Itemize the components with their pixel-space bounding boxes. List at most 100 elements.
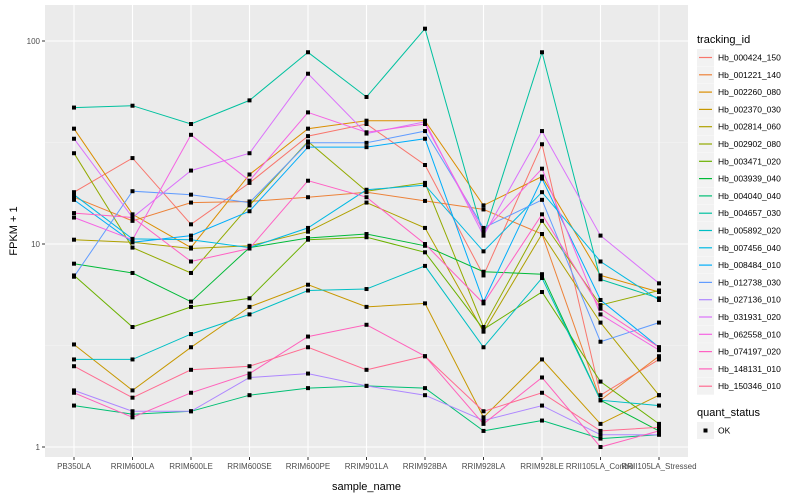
- data-point-Hb_000424_150: [364, 122, 369, 127]
- data-point-Hb_002370_030: [598, 421, 603, 426]
- data-point-Hb_148131_010: [598, 445, 603, 449]
- data-point-Hb_000424_150: [247, 180, 252, 185]
- legend-label: Hb_004657_030: [718, 208, 781, 218]
- data-point-Hb_150346_010: [423, 354, 427, 359]
- data-point-Hb_007456_040: [306, 225, 310, 230]
- data-point-Hb_003939_040: [72, 261, 76, 266]
- data-point-Hb_003471_020: [540, 290, 544, 295]
- data-point-Hb_002814_060: [481, 329, 486, 334]
- data-point-Hb_012738_030: [247, 200, 252, 205]
- data-point-Hb_002902_080: [598, 303, 603, 308]
- data-point-Hb_004040_040: [130, 412, 135, 417]
- data-point-Hb_004657_030: [247, 98, 252, 103]
- data-point-Hb_004040_040: [540, 418, 544, 423]
- points-layer: [72, 26, 661, 449]
- data-point-Hb_000424_150: [598, 393, 603, 398]
- x-tick-label: RRII105LA_Control: [566, 462, 636, 471]
- data-point-Hb_027136_010: [540, 403, 544, 408]
- data-point-Hb_012738_030: [364, 140, 369, 145]
- x-axis-title: sample_name: [332, 481, 401, 493]
- data-point-Hb_002370_030: [247, 304, 252, 309]
- data-point-Hb_008484_010: [306, 145, 310, 150]
- data-point-Hb_002370_030: [364, 304, 369, 309]
- legend-item: Hb_002902_080: [697, 135, 781, 153]
- data-point-Hb_002260_080: [540, 174, 544, 179]
- data-point-Hb_002370_030: [130, 388, 135, 393]
- data-point-Hb_012738_030: [189, 192, 193, 197]
- data-point-Hb_074197_020: [72, 211, 76, 216]
- data-point-Hb_148131_010: [72, 390, 76, 395]
- legend-label: Hb_150346_010: [718, 381, 781, 391]
- data-point-Hb_007456_040: [598, 259, 603, 264]
- data-point-Hb_012738_030: [540, 197, 544, 202]
- x-axis: PB350LA RRIM600LA RRIM600LE RRIM600SE RRIM60…: [57, 457, 697, 471]
- data-point-Hb_150346_010: [598, 428, 603, 433]
- y-axis-title: FPKM + 1: [8, 206, 20, 255]
- legend-item: Hb_000424_150: [697, 49, 781, 66]
- data-point-Hb_002814_060: [423, 225, 427, 230]
- legend: tracking_id Hb_000424_150Hb_001221_140Hb…: [697, 34, 781, 439]
- data-point-Hb_074197_020: [423, 242, 427, 246]
- legend-label: Hb_001221_140: [718, 70, 781, 80]
- data-point-Hb_003939_040: [130, 270, 135, 275]
- data-point-Hb_004657_030: [364, 94, 369, 99]
- data-point-Hb_150346_010: [481, 409, 486, 414]
- data-point-Hb_148131_010: [481, 421, 486, 426]
- data-point-Hb_012738_030: [481, 225, 486, 230]
- data-point-Hb_062558_010: [130, 237, 135, 242]
- data-point-Hb_150346_010: [189, 367, 193, 372]
- legend-label: Hb_074197_020: [718, 347, 781, 357]
- data-point-Hb_027136_010: [189, 409, 193, 414]
- data-point-Hb_002814_060: [598, 320, 603, 325]
- data-point-Hb_008484_010: [130, 240, 135, 245]
- data-point-Hb_008484_010: [423, 136, 427, 141]
- data-point-Hb_002902_080: [72, 151, 76, 156]
- data-point-Hb_004657_030: [130, 103, 135, 108]
- data-point-Hb_027136_010: [72, 388, 76, 393]
- data-point-Hb_008484_010: [540, 176, 544, 181]
- data-point-Hb_005892_020: [423, 263, 427, 268]
- legend-item: Hb_031931_020: [697, 308, 781, 326]
- legend-item: Hb_027136_010: [697, 291, 781, 309]
- data-point-Hb_003939_040: [189, 299, 193, 304]
- data-point-Hb_002814_060: [306, 229, 310, 234]
- data-point-Hb_148131_010: [657, 428, 661, 433]
- legend-item: Hb_148131_010: [697, 360, 781, 378]
- data-point-Hb_150346_010: [364, 367, 369, 372]
- x-tick-label: RRIM600SE: [227, 462, 271, 471]
- data-point-Hb_000424_150: [72, 190, 76, 195]
- data-point-Hb_005892_020: [72, 357, 76, 362]
- data-point-Hb_031931_020: [657, 281, 661, 286]
- x-tick-label: RRIM901LA: [345, 462, 389, 471]
- data-point-Hb_002260_080: [306, 126, 310, 131]
- data-point-Hb_012738_030: [598, 339, 603, 344]
- data-point-Hb_027136_010: [481, 418, 486, 423]
- data-point-Hb_002814_060: [72, 237, 76, 242]
- data-point-Hb_004657_030: [306, 50, 310, 55]
- data-point-Hb_002902_080: [481, 325, 486, 330]
- legend-item: Hb_004040_040: [697, 187, 781, 205]
- data-point-Hb_074197_020: [306, 178, 310, 183]
- legend-item: Hb_002260_080: [697, 83, 781, 101]
- data-point-Hb_004657_030: [540, 50, 544, 55]
- x-tick-label: RRIM600PE: [286, 462, 330, 471]
- data-point-Hb_002814_060: [657, 393, 661, 398]
- data-point-Hb_002902_080: [247, 203, 252, 208]
- data-point-Hb_001221_140: [130, 218, 135, 223]
- legend-label: Hb_031931_020: [718, 312, 781, 322]
- data-point-Hb_031931_020: [598, 233, 603, 238]
- legend-item: Hb_074197_020: [697, 343, 781, 361]
- data-point-Hb_062558_010: [247, 178, 252, 183]
- data-point-Hb_002814_060: [189, 246, 193, 251]
- data-point-Hb_148131_010: [130, 415, 135, 420]
- data-point-Hb_007456_040: [189, 237, 193, 242]
- data-point-Hb_003939_040: [306, 236, 310, 241]
- legend-label: Hb_008484_010: [718, 260, 781, 270]
- data-point-Hb_002814_060: [540, 232, 544, 237]
- data-point-Hb_002370_030: [423, 301, 427, 306]
- data-point-Hb_002814_060: [364, 200, 369, 205]
- data-point-Hb_148131_010: [540, 375, 544, 380]
- data-point-Hb_002902_080: [423, 180, 427, 185]
- data-point-Hb_003471_020: [247, 296, 252, 301]
- data-point-Hb_003471_020: [598, 379, 603, 384]
